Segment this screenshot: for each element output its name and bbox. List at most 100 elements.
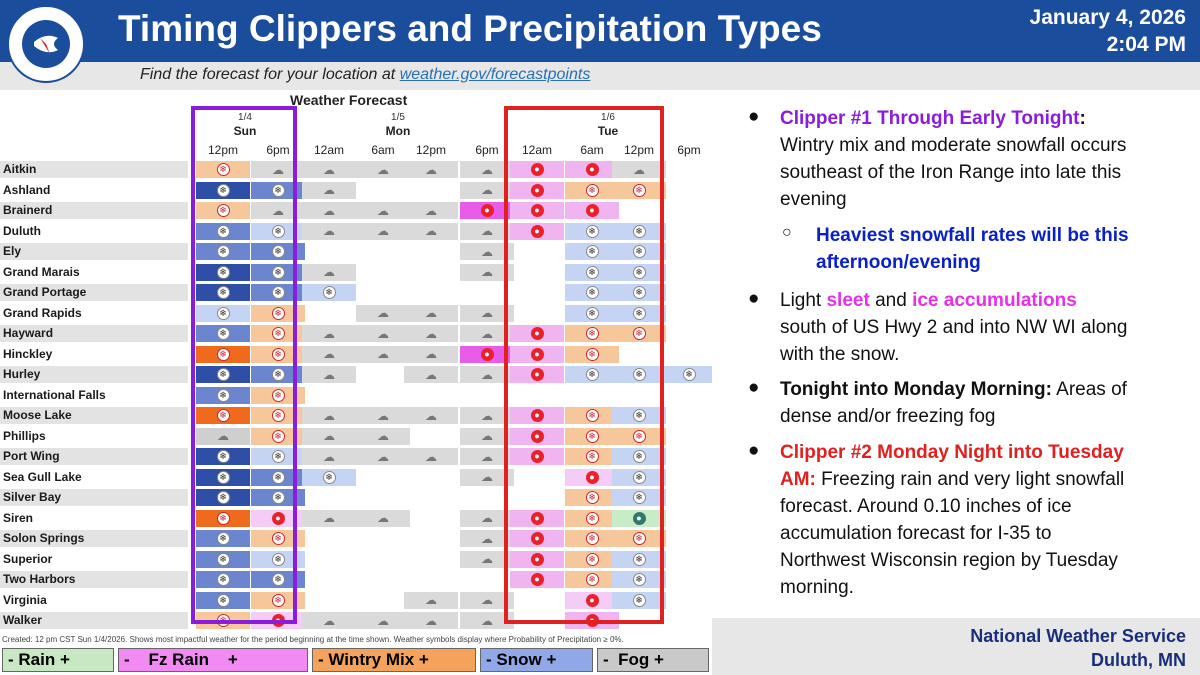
forecast-cell: ☁: [302, 345, 356, 363]
forecast-cell: ●: [565, 612, 619, 629]
forecast-cell: ❄: [251, 304, 305, 322]
forecast-cell: ❄: [251, 284, 305, 301]
freezing-rain-icon: ●: [530, 163, 544, 176]
fog-icon: ☁: [323, 224, 335, 238]
forecast-cell: ❄: [612, 571, 666, 588]
forecast-cell: ❄: [565, 366, 619, 383]
forecast-cell: ❄: [251, 530, 305, 547]
legend-label: - Snow +: [486, 650, 557, 669]
forecast-cell: ●: [510, 222, 564, 240]
forecast-cell: ❄: [196, 468, 250, 486]
fog-icon: ☁: [481, 429, 493, 443]
fog-icon: ☁: [323, 367, 335, 382]
forecast-cell: ☁: [460, 304, 514, 322]
time-column-header: 6pm: [475, 143, 499, 157]
fog-icon: ☁: [425, 408, 437, 423]
bullet-1-line-3: southeast of the Iron Range into late th…: [780, 162, 1122, 183]
legend-item: - Rain +: [2, 648, 114, 672]
table-row: [0, 243, 188, 260]
snow-icon: ❄: [632, 552, 646, 566]
freezing-rain-icon: ●: [585, 470, 599, 484]
forecast-cell: ❄: [612, 448, 666, 465]
forecast-cell: ☁: [302, 202, 356, 219]
snow-icon: ❄: [216, 450, 230, 463]
forecast-cell: ●: [251, 509, 305, 527]
forecast-cell: ●: [510, 509, 564, 527]
forecast-cell: ❄: [565, 448, 619, 465]
location-name: Superior: [3, 551, 53, 566]
nws-footer: National Weather Service Duluth, MN: [712, 618, 1200, 675]
subtitle-prefix: Find the forecast for your location at: [140, 66, 400, 83]
forecast-cell: ❄: [612, 304, 666, 322]
fog-icon: ☁: [323, 613, 335, 628]
fog-icon: ☁: [425, 326, 437, 341]
snow-icon: ❄: [585, 368, 599, 381]
forecast-cell: ☁: [460, 427, 514, 445]
table-row: [0, 284, 188, 301]
forecast-cell: ☁: [356, 345, 410, 363]
forecast-cell: ☁: [302, 325, 356, 342]
snow-icon: ❄: [585, 265, 599, 279]
forecast-cell: ☁: [356, 448, 410, 465]
forecast-cell: ❄: [251, 407, 305, 424]
legend-item: - Fog +: [597, 648, 709, 672]
bullet-2-pre: Light: [780, 290, 827, 311]
forecast-cell: ☁: [404, 304, 458, 322]
forecast-cell: ❄: [662, 366, 716, 383]
fog-icon: ☁: [377, 429, 389, 443]
forecast-cell: ❄: [196, 509, 250, 527]
fog-icon: ☁: [481, 552, 493, 566]
snow-icon: ❄: [216, 593, 230, 607]
legend-label: - Rain +: [8, 650, 70, 669]
forecast-cell: ❄: [565, 345, 619, 363]
forecast-cell: ☁: [196, 427, 250, 445]
nws-office: Duluth, MN: [1091, 650, 1186, 670]
snow-icon: ❄: [682, 368, 696, 381]
forecast-cell: ●: [510, 161, 564, 178]
forecastpoints-link[interactable]: weather.gov/forecastpoints: [399, 66, 591, 83]
fog-icon: ☁: [377, 306, 389, 320]
freezing-rain-icon: ●: [530, 224, 544, 238]
snow-icon: ❄: [632, 368, 646, 381]
time-column-header: 12pm: [207, 143, 239, 157]
forecast-cell: ❄: [196, 386, 250, 404]
forecast-cell: ❄: [196, 530, 250, 547]
clipper-2-am: AM:: [780, 469, 816, 490]
freezing-rain-icon: ●: [480, 204, 494, 217]
wintry-mix-icon: ❄: [585, 450, 599, 463]
wintry-mix-icon: ❄: [271, 327, 285, 340]
forecast-cell: ❄: [565, 571, 619, 588]
forecast-cell: ☁: [404, 345, 458, 363]
wintry-mix-icon: ❄: [585, 491, 599, 504]
forecast-cell: ☁: [460, 263, 514, 281]
wintry-mix-icon: ❄: [216, 163, 230, 176]
forecast-cell: ❄: [612, 530, 666, 547]
time-column-header: 12am: [313, 143, 345, 157]
freezing-rain-icon: ●: [271, 614, 285, 627]
forecast-cell: ❄: [302, 468, 356, 486]
forecast-cell: ❄: [196, 202, 250, 219]
fog-icon: ☁: [425, 593, 437, 607]
forecast-cell: ☁: [460, 366, 514, 383]
bullet-2-and: and: [869, 290, 913, 311]
forecast-cell: ❄: [251, 448, 305, 465]
sleet-text: sleet: [826, 290, 870, 311]
location-name: Duluth: [3, 223, 41, 238]
forecast-cell: ☁: [404, 448, 458, 465]
day-date-label: 1/6: [601, 112, 615, 123]
forecast-cell: ☁: [302, 407, 356, 424]
fog-icon: ☁: [217, 429, 229, 443]
fog-icon: ☁: [323, 203, 335, 218]
snow-icon: ❄: [271, 573, 285, 586]
forecast-cell: ❄: [251, 386, 305, 404]
freezing-rain-icon: ●: [530, 327, 544, 340]
forecast-cell: ☁: [460, 530, 514, 547]
snow-icon: ❄: [322, 470, 336, 484]
fog-icon: ☁: [481, 224, 493, 238]
snow-icon: ❄: [632, 593, 646, 607]
forecast-cell: ☁: [302, 181, 356, 199]
fog-icon: ☁: [377, 449, 389, 464]
forecast-cell: ☁: [302, 161, 356, 178]
wintry-mix-icon: ❄: [216, 204, 230, 217]
fog-icon: ☁: [377, 613, 389, 628]
